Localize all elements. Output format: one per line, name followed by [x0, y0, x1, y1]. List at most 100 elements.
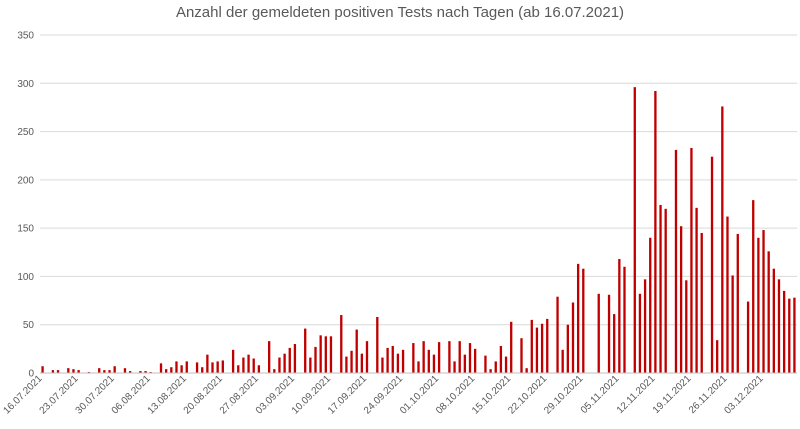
bar [726, 216, 729, 373]
bar [216, 361, 219, 373]
bar [432, 354, 436, 373]
y-tick-label: 250 [17, 127, 34, 138]
bar [427, 349, 430, 373]
bar [494, 361, 497, 373]
bar [571, 302, 575, 373]
bar [453, 361, 456, 373]
bar [77, 370, 80, 373]
bar [41, 366, 44, 373]
bar [268, 341, 271, 373]
bar [67, 368, 70, 373]
bar [273, 369, 276, 373]
bar [345, 356, 348, 373]
bar [499, 345, 503, 373]
bar [283, 353, 286, 373]
bar [159, 363, 163, 373]
bar [304, 328, 307, 373]
bar [365, 341, 369, 373]
bar [195, 362, 199, 373]
bar [175, 361, 178, 373]
bar [448, 341, 451, 373]
bar [561, 349, 564, 373]
bar [257, 365, 261, 373]
bar [51, 370, 55, 373]
bar [144, 371, 147, 373]
bar [72, 369, 75, 373]
bar [108, 370, 111, 373]
bar [242, 357, 245, 373]
bar [664, 208, 667, 373]
bar [649, 237, 652, 373]
bar [139, 371, 142, 373]
bar [510, 321, 513, 373]
bar [113, 366, 116, 373]
x-tick-label: 29.10.2021 [542, 373, 585, 416]
bar [710, 156, 714, 373]
bar [643, 279, 647, 373]
bar [623, 266, 626, 373]
y-tick-label: 100 [17, 272, 34, 283]
chart-title: Anzahl der gemeldeten positiven Tests na… [175, 4, 625, 21]
bar [767, 251, 770, 373]
bar [633, 87, 636, 374]
x-axis: 16.07.202123.07.202130.07.202106.08.2021… [2, 373, 766, 416]
bar [716, 340, 719, 373]
bar [206, 354, 209, 373]
bar [247, 354, 250, 373]
bar [350, 350, 353, 373]
bar [762, 230, 765, 373]
bar [463, 354, 467, 373]
bar [525, 368, 528, 373]
bar [170, 367, 173, 373]
bar [659, 204, 662, 373]
bar [165, 369, 168, 373]
bar [401, 349, 405, 373]
bar [180, 365, 183, 373]
bar [752, 200, 755, 373]
bar [381, 357, 384, 373]
bar [700, 232, 703, 373]
bar [211, 362, 214, 373]
bar [556, 296, 559, 373]
bar [484, 355, 487, 373]
bar [618, 259, 621, 373]
bar [309, 357, 312, 373]
bar [437, 342, 441, 373]
bar [566, 324, 569, 373]
bar [607, 294, 611, 373]
bar [422, 341, 425, 373]
bar [757, 237, 760, 373]
bar [788, 298, 791, 373]
bar [695, 207, 698, 373]
y-tick-label: 50 [23, 320, 35, 331]
bar [690, 147, 693, 373]
bar [489, 369, 492, 373]
bar [324, 336, 327, 373]
bar [396, 353, 400, 373]
y-tick-label: 300 [17, 79, 34, 90]
bar [731, 275, 734, 373]
bar [56, 370, 60, 373]
bar [314, 346, 317, 373]
bar [777, 279, 781, 373]
bar [530, 319, 533, 373]
bar [98, 368, 101, 373]
bar [417, 361, 420, 373]
x-tick-label: 03.12.2021 [722, 373, 765, 416]
grid-lines [40, 34, 797, 326]
bar [340, 315, 343, 373]
bar [468, 343, 472, 373]
bar [540, 323, 544, 373]
bar [638, 293, 642, 373]
bar [278, 357, 281, 373]
bar [582, 268, 585, 373]
y-tick-label: 150 [17, 224, 34, 235]
bar [613, 314, 616, 373]
bar [201, 367, 204, 373]
bar [231, 349, 235, 373]
bars [41, 87, 796, 374]
bar [546, 318, 549, 373]
bar [185, 361, 188, 373]
bar [597, 293, 600, 373]
bar [221, 360, 224, 373]
